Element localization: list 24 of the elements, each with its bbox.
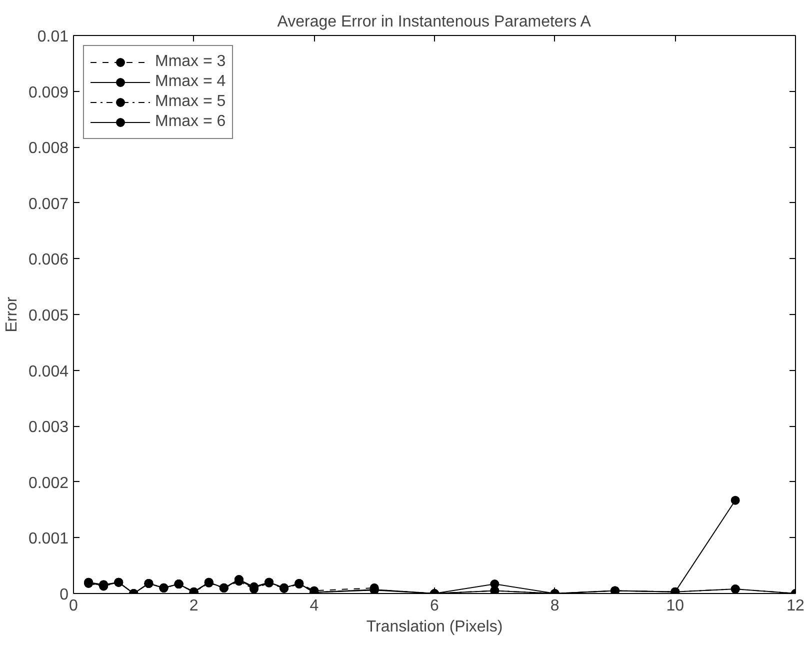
legend-label: Mmax = 5 <box>155 93 226 111</box>
x-tick-label: 8 <box>550 598 560 614</box>
x-tick-label: 6 <box>430 598 440 614</box>
y-tick-label: 0.006 <box>28 252 69 269</box>
y-tick-label: 0.01 <box>37 28 69 46</box>
y-tick-label: 0.007 <box>28 196 69 213</box>
y-tick-label: 0.003 <box>28 419 69 436</box>
x-tick-label: 4 <box>310 598 319 614</box>
y-tick-label: 0 <box>60 586 69 604</box>
x-tick-label: 12 <box>786 598 804 614</box>
y-axis-title: Error <box>3 296 20 332</box>
x-tick-label: 10 <box>666 598 684 614</box>
y-tick-label: 0.009 <box>28 84 69 102</box>
y-tick-label: 0.008 <box>28 140 69 158</box>
chart-title: Average Error in Instantenous Parameters A <box>277 14 592 30</box>
legend-label: Mmax = 3 <box>155 53 226 71</box>
y-tick-label: 0.001 <box>28 530 69 548</box>
x-axis-title: Translation (Pixels) <box>366 618 503 636</box>
x-tick-label: 2 <box>189 598 198 614</box>
y-tick-label: 0.002 <box>28 474 69 492</box>
y-tick-label: 0.005 <box>28 308 69 324</box>
y-tick-label: 0.004 <box>28 363 69 380</box>
legend-label: Mmax = 6 <box>155 113 226 131</box>
legend-label: Mmax = 4 <box>155 73 226 91</box>
